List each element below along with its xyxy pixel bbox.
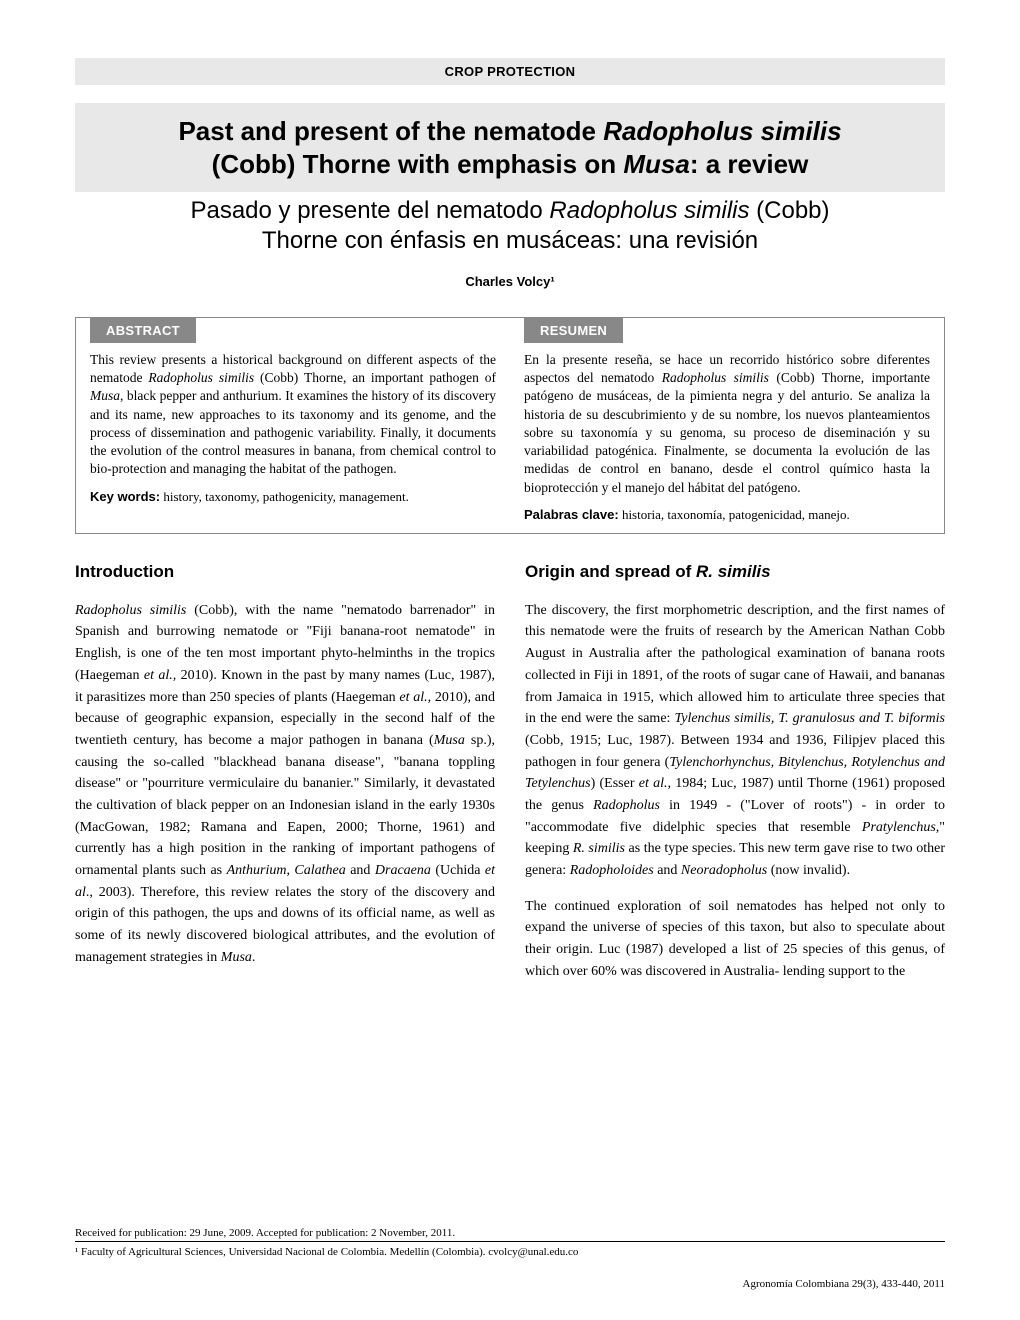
- introduction-body: Radopholus similis (Cobb), with the name…: [75, 600, 495, 969]
- abstract-header-en: ABSTRACT: [90, 318, 196, 343]
- title-spanish: Pasado y presente del nematodo Radopholu…: [75, 196, 945, 256]
- keywords-label-es: Palabras clave:: [524, 507, 619, 522]
- origin-heading: Origin and spread of R. similis: [525, 562, 945, 582]
- introduction-heading: Introduction: [75, 562, 495, 582]
- journal-citation: Agronomía Colombiana 29(3), 433-440, 201…: [75, 1278, 945, 1290]
- page: CROP PROTECTION Past and present of the …: [0, 0, 1020, 1320]
- author: Charles Volcy¹: [75, 274, 945, 289]
- keywords-text-en: history, taxonomy, pathogenicity, manage…: [160, 489, 409, 504]
- abstract-es-column: RESUMEN En la presente reseña, se hace u…: [510, 318, 944, 533]
- keywords-text-es: historia, taxonomía, patogenicidad, mane…: [619, 507, 850, 522]
- abstract-text-es: En la presente reseña, se hace un recorr…: [524, 351, 930, 497]
- title-block: Past and present of the nematode Radopho…: [75, 103, 945, 192]
- keywords-es: Palabras clave: historia, taxonomía, pat…: [524, 507, 930, 523]
- affiliation: ¹ Faculty of Agricultural Sciences, Univ…: [75, 1246, 945, 1258]
- body-columns: Introduction Radopholus similis (Cobb), …: [75, 562, 945, 997]
- keywords-en: Key words: history, taxonomy, pathogenic…: [90, 489, 496, 505]
- left-column: Introduction Radopholus similis (Cobb), …: [75, 562, 495, 997]
- abstract-text-en: This review presents a historical backgr…: [90, 351, 496, 479]
- abstract-en-column: ABSTRACT This review presents a historic…: [76, 318, 510, 533]
- section-label: CROP PROTECTION: [75, 58, 945, 85]
- right-column: Origin and spread of R. similis The disc…: [525, 562, 945, 997]
- abstract-header-es: RESUMEN: [524, 318, 623, 343]
- footer: Received for publication: 29 June, 2009.…: [75, 1227, 945, 1290]
- keywords-label-en: Key words:: [90, 489, 160, 504]
- received-dates: Received for publication: 29 June, 2009.…: [75, 1227, 945, 1242]
- abstract-box: ABSTRACT This review presents a historic…: [75, 317, 945, 534]
- origin-body: The discovery, the first morphometric de…: [525, 600, 945, 983]
- title-english: Past and present of the nematode Radopho…: [95, 115, 925, 180]
